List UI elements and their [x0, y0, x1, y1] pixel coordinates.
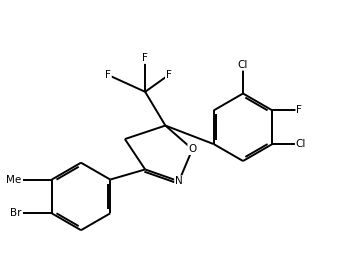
Text: N: N — [175, 176, 183, 186]
Text: F: F — [166, 70, 172, 80]
Text: Br: Br — [10, 208, 22, 218]
Text: F: F — [142, 53, 148, 63]
Text: Me: Me — [6, 174, 22, 185]
Text: F: F — [105, 70, 111, 80]
Text: Cl: Cl — [238, 60, 248, 70]
Text: Cl: Cl — [296, 139, 306, 149]
Text: O: O — [188, 144, 197, 154]
Text: F: F — [296, 105, 302, 115]
